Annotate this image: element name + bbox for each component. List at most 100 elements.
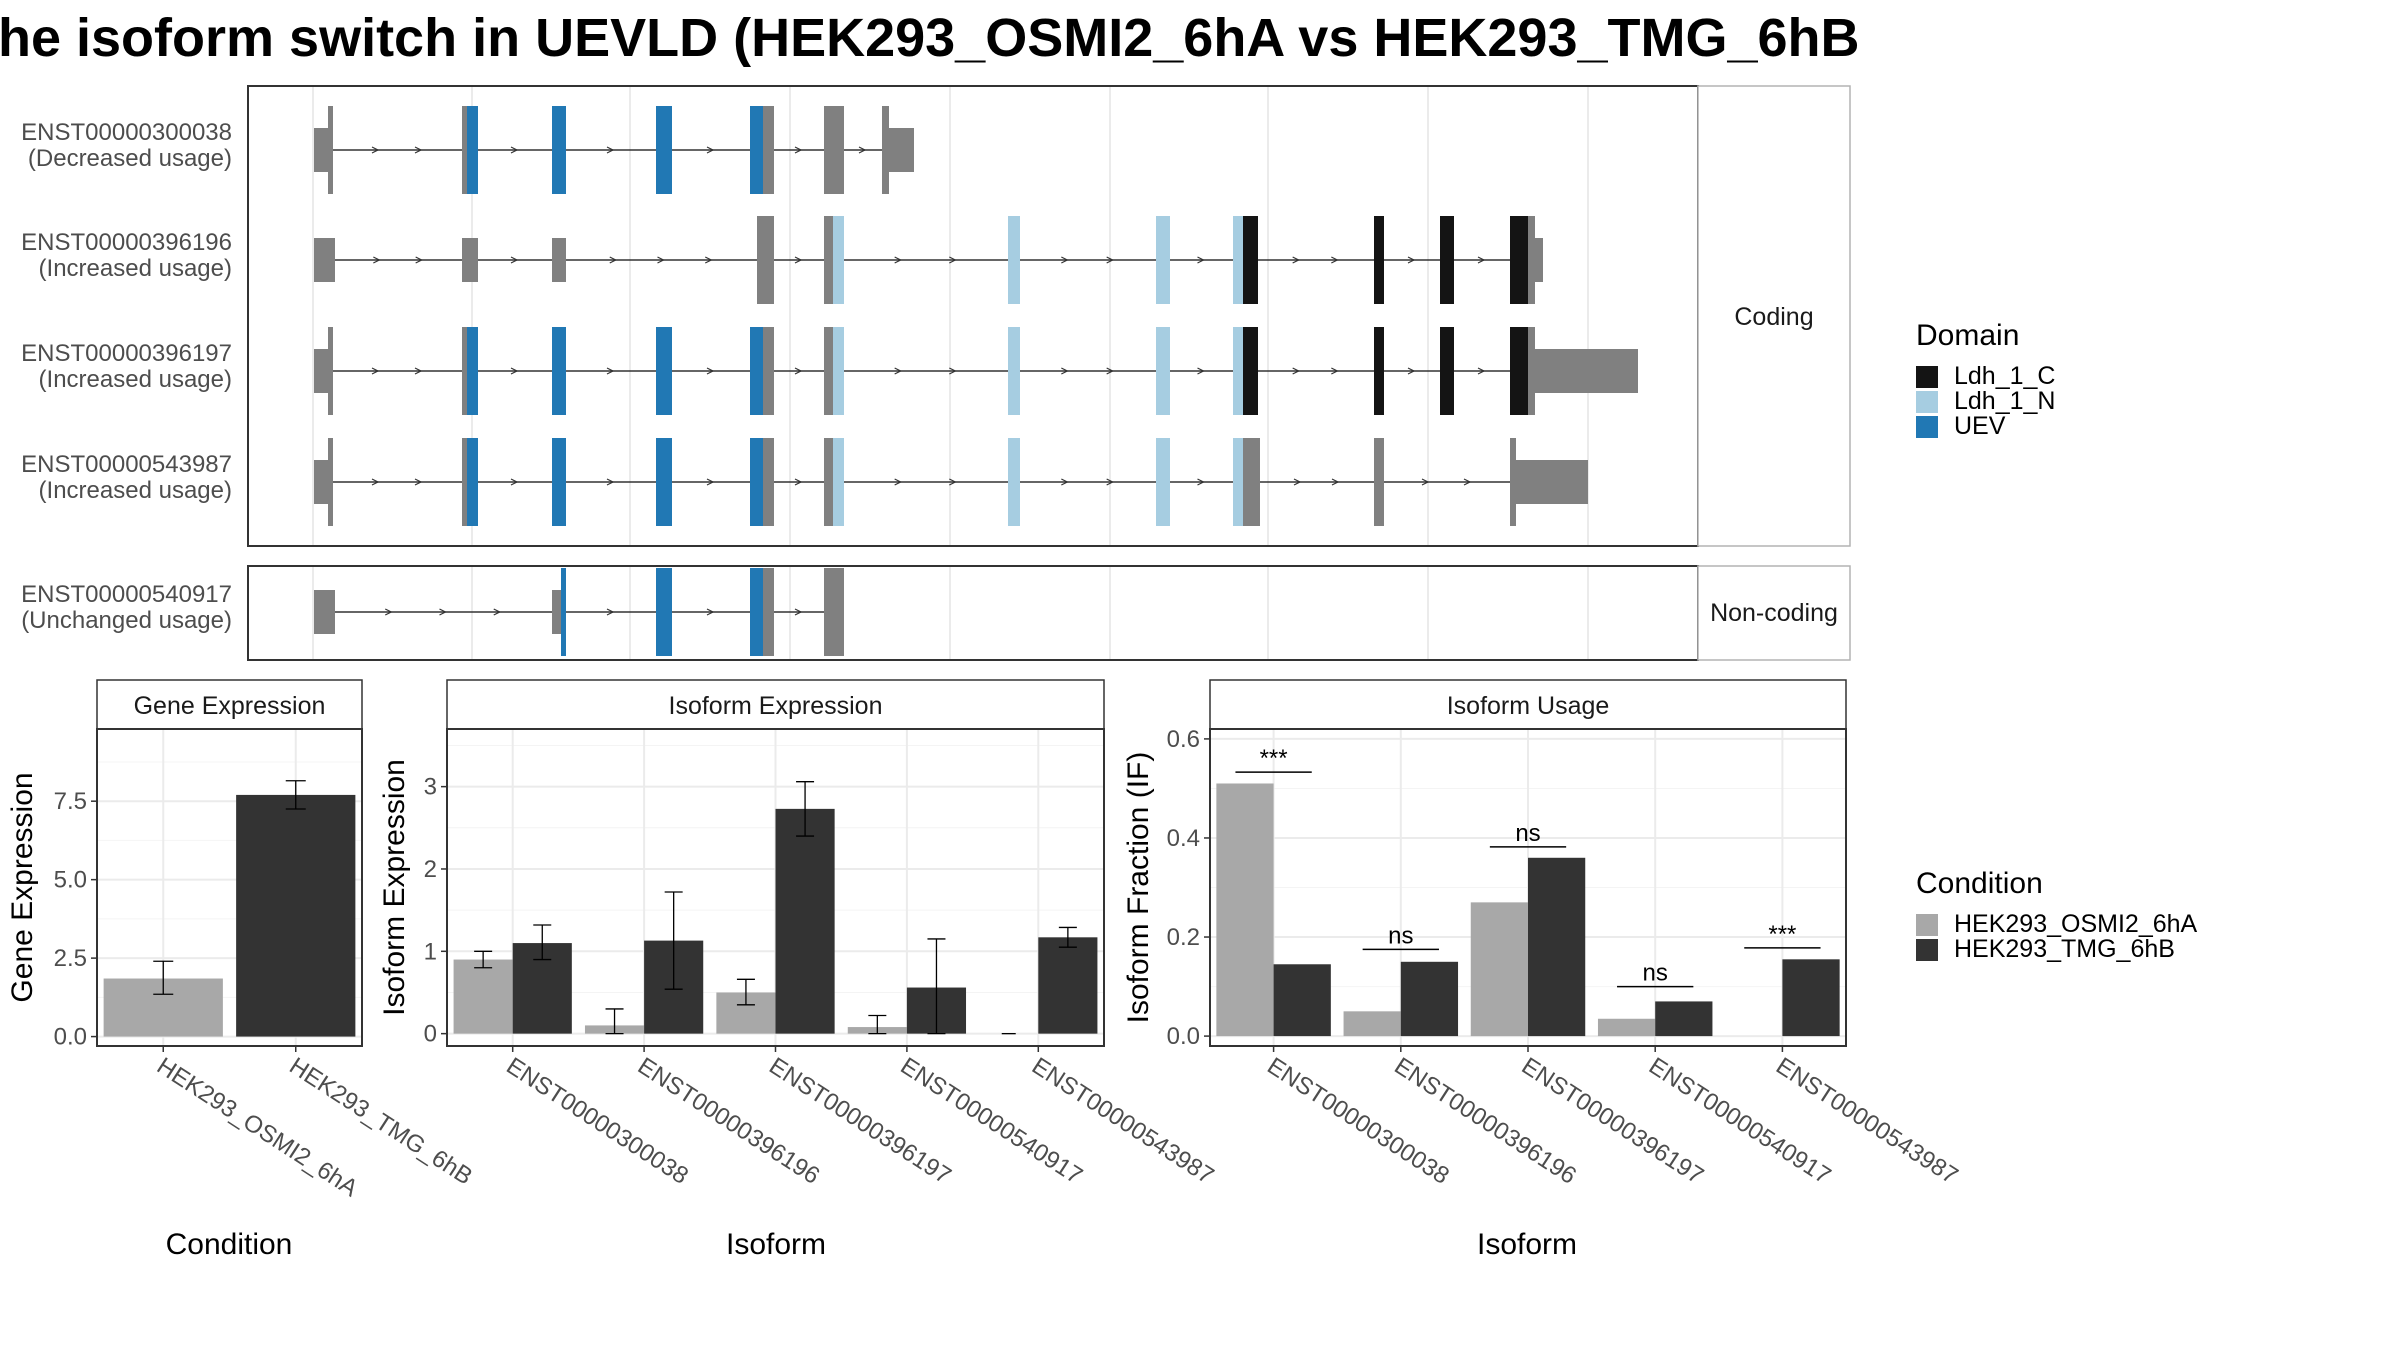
intron-arrow [704,256,713,264]
exon-ldh-1-n [1233,438,1245,526]
intron-arrow [493,608,502,616]
exon-ldh-1-c [1374,327,1384,415]
intron-arrow [794,146,803,154]
intron-arrow [414,146,423,154]
intron-arrow [706,478,715,486]
y-axis-title: Isoform Expression [378,759,411,1016]
y-tick-label: 3 [424,774,437,801]
intron-arrow [1106,478,1115,486]
exon-uev [552,327,566,415]
intron-arrow [858,146,867,154]
intron-arrow [1293,478,1302,486]
intron-arrow [894,367,903,375]
intron-arrow [794,608,803,616]
error-bar [664,891,683,990]
intron-arrow [706,146,715,154]
domain-legend-label: Ldh_1_N [1954,387,2055,415]
exon-noncoding [314,460,332,504]
condition-legend-swatch [1916,939,1938,961]
exon-noncoding [314,590,335,634]
exon-ldh-1-n [1156,216,1170,304]
intron-arrow [373,256,381,264]
exon-uev [750,438,764,526]
chart-title-strip [446,679,1105,730]
y-tick-label: 7.5 [54,788,87,815]
intron-arrow [949,367,957,375]
significance-label: ns [1643,960,1668,987]
intron-arrow [794,256,803,264]
transcript-usage-label: (Unchanged usage) [21,607,232,634]
exon-noncoding [552,590,563,634]
exon-ldh-1-n [1008,438,1020,526]
exon-ldh-1-n [1156,438,1170,526]
exon-noncoding [328,106,333,194]
intron-arrow [1331,367,1339,375]
exon-noncoding [314,128,332,172]
exon-uev [750,106,764,194]
exon-noncoding [1243,438,1260,526]
transcript-id-label: ENST00000396197 [21,340,232,367]
exon-noncoding [552,238,566,282]
domain-legend-title: Domain [1916,319,2019,352]
bar [1216,783,1274,1037]
condition-legend-label: HEK293_TMG_6hB [1954,935,2175,963]
facet-strip-label: Non-coding [1710,599,1838,627]
intron-arrow [371,478,380,486]
transcript-structure-panel: ENST00000300038(Decreased usage) ENST0000… [21,85,1851,661]
bar [1470,902,1528,1037]
facet-strip [1697,85,1851,547]
bar [236,794,356,1037]
exon-noncoding [763,327,774,415]
exon-noncoding [328,438,333,526]
intron-arrow [510,367,519,375]
bar [1782,959,1840,1037]
intron-arrow [794,478,803,486]
intron-arrow [1421,478,1430,486]
chart-panel-1: Isoform Expression0123ENST00000300038ENS… [378,679,1219,1261]
error-bar [1058,926,1077,948]
chart-panel-2: Isoform Usage***nsnsns***0.00.20.40.6ENS… [1122,679,1963,1261]
x-axis-title: Isoform [1477,1228,1577,1261]
exon-uev [750,327,764,415]
y-tick-label: 2 [424,856,437,883]
exon-ldh-1-n [833,216,844,304]
exon-noncoding [328,327,333,415]
bar-charts: Gene Expression0.02.55.07.5HEK293_OSMI2_… [6,679,1963,1261]
intron-arrow [1061,256,1069,264]
exon-ldh-1-c [1510,216,1530,304]
domain-legend-label: Ldh_1_C [1954,362,2055,390]
intron-arrow [609,256,618,264]
exon-ldh-1-c [1374,216,1384,304]
intron-arrow [1463,478,1472,486]
domain-legend-swatch [1916,366,1938,388]
y-tick-label: 0.0 [1167,1023,1200,1050]
exon-noncoding [887,128,914,172]
facet-strip-label: Coding [1734,303,1813,331]
y-tick-label: 0.4 [1167,825,1200,852]
error-bar [285,780,306,810]
intron-arrow [794,367,803,375]
intron-arrow [1106,367,1115,375]
exon-uev [656,438,672,526]
exon-noncoding [314,349,332,393]
exon-ldh-1-c [1440,216,1454,304]
chart-title-strip [96,679,363,730]
exon-noncoding [1533,238,1543,282]
error-bar [796,781,815,837]
bar [1273,964,1331,1037]
domain-legend-swatch [1916,416,1938,438]
intron-arrow [415,256,424,264]
transcript-usage-label: (Decreased usage) [28,145,232,172]
exon-noncoding [1510,438,1516,526]
exon-ldh-1-n [833,438,844,526]
chart-title-strip [1209,679,1847,730]
bar [1038,937,1098,1034]
intron-arrow [894,478,903,486]
intron-arrow [414,478,423,486]
chart-title: Gene Expression [134,692,326,720]
intron-arrow [1292,367,1301,375]
error-bar [474,950,493,969]
y-axis-title: Gene Expression [6,772,39,1002]
